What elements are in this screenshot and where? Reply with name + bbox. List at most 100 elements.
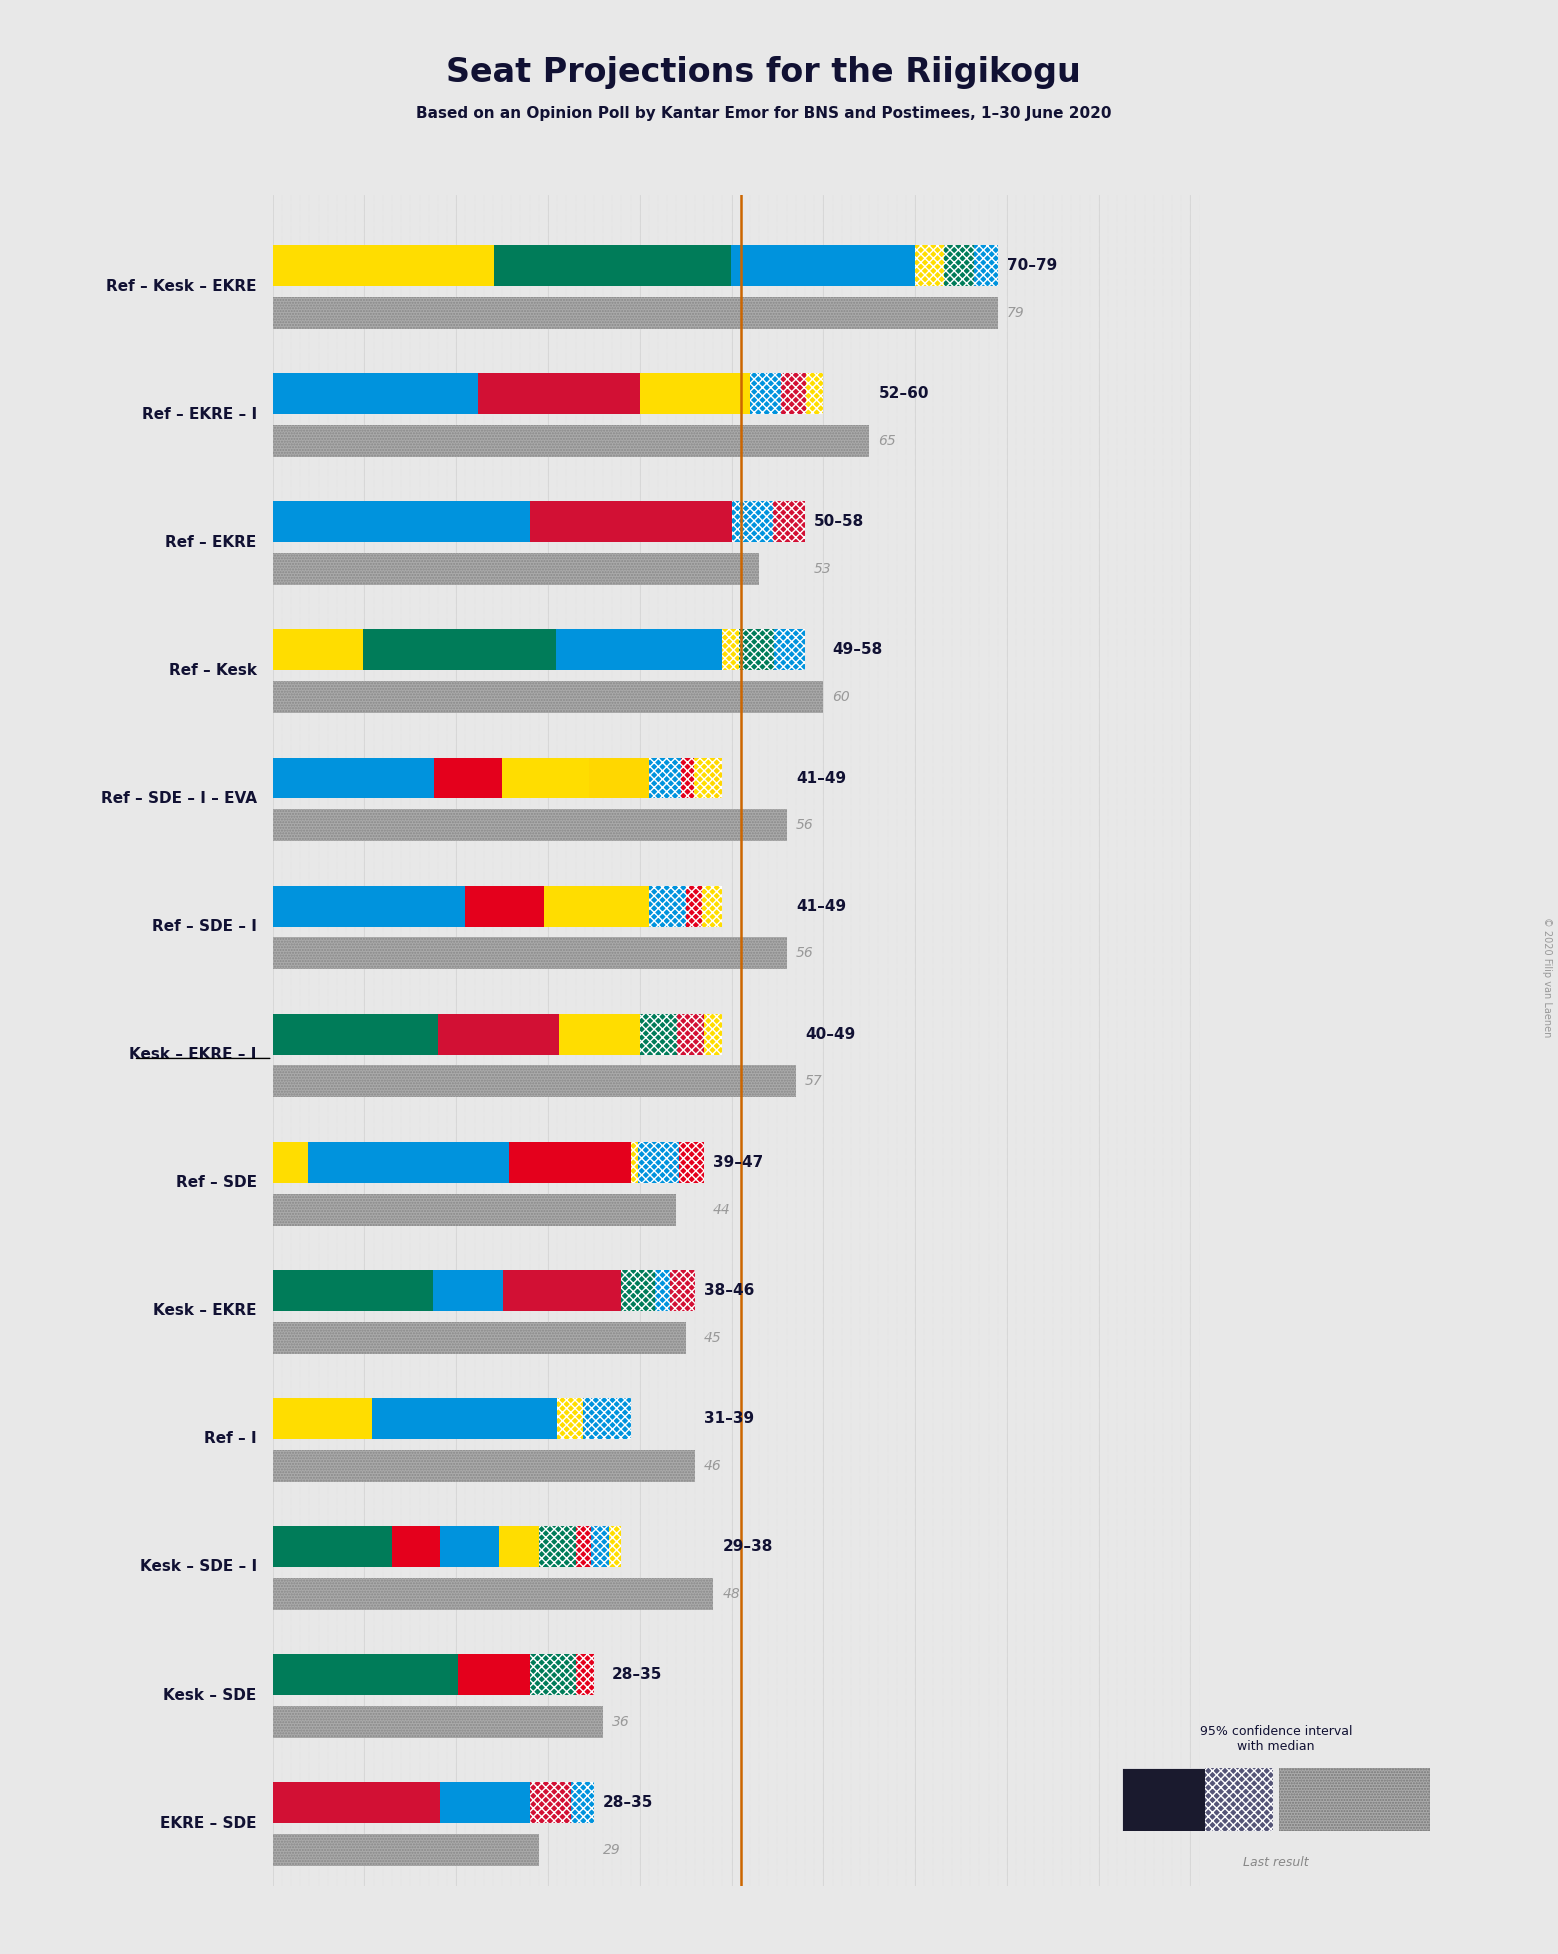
Bar	[509, 1141, 631, 1182]
Text: 79: 79	[1006, 307, 1025, 320]
Bar	[273, 682, 823, 713]
Bar	[773, 502, 805, 543]
Bar	[273, 1653, 458, 1694]
Bar	[558, 1397, 583, 1438]
Bar	[556, 629, 723, 670]
Bar	[687, 885, 701, 926]
Text: 45: 45	[704, 1331, 721, 1344]
Bar	[273, 1577, 714, 1610]
Text: 49–58: 49–58	[832, 643, 883, 657]
Bar	[530, 1782, 572, 1823]
Bar	[650, 885, 687, 926]
Text: 41–49: 41–49	[796, 770, 846, 786]
Bar	[701, 885, 723, 926]
Bar	[273, 1833, 539, 1866]
Bar	[590, 1526, 609, 1567]
Bar	[773, 502, 805, 543]
Bar	[640, 373, 749, 414]
Bar	[1204, 1768, 1273, 1831]
Text: 44: 44	[714, 1202, 731, 1217]
Bar	[273, 246, 494, 287]
Bar	[678, 1014, 704, 1055]
Bar	[273, 1065, 796, 1098]
Bar	[944, 246, 974, 287]
Bar	[749, 373, 782, 414]
Bar	[782, 373, 807, 414]
Text: Last result: Last result	[1243, 1856, 1309, 1870]
Text: 41–49: 41–49	[796, 899, 846, 914]
Bar	[273, 553, 759, 586]
Text: 65: 65	[879, 434, 896, 447]
Bar	[679, 1141, 704, 1182]
Bar	[273, 1194, 676, 1225]
Bar	[637, 1141, 679, 1182]
Bar	[539, 1526, 576, 1567]
Bar	[589, 758, 650, 799]
Bar	[273, 1014, 438, 1055]
Bar	[530, 502, 732, 543]
Bar	[915, 246, 944, 287]
Bar	[732, 502, 773, 543]
Bar	[273, 426, 869, 457]
Bar	[273, 1321, 686, 1354]
Bar	[435, 758, 502, 799]
Bar	[572, 1782, 594, 1823]
Bar	[273, 1194, 676, 1225]
Bar	[273, 938, 787, 969]
Bar	[687, 885, 701, 926]
Bar	[974, 246, 997, 287]
Bar	[273, 297, 997, 328]
Bar	[807, 373, 823, 414]
Text: 52–60: 52–60	[879, 387, 929, 401]
Bar	[273, 373, 478, 414]
Bar	[704, 1014, 723, 1055]
Bar	[670, 1270, 695, 1311]
Bar	[944, 246, 974, 287]
Bar	[731, 246, 915, 287]
Text: 29: 29	[603, 1843, 620, 1856]
Bar	[530, 1653, 576, 1694]
Bar	[273, 809, 787, 842]
Bar	[693, 758, 710, 799]
Bar	[723, 629, 738, 670]
Bar	[774, 629, 805, 670]
Bar	[273, 1782, 439, 1823]
Bar	[458, 1653, 530, 1694]
Bar	[273, 758, 435, 799]
Bar	[678, 1014, 704, 1055]
Bar	[273, 1706, 603, 1737]
Bar	[622, 1270, 656, 1311]
Bar	[530, 1782, 572, 1823]
Bar	[656, 1270, 670, 1311]
Bar	[363, 629, 556, 670]
Bar	[558, 1397, 583, 1438]
Bar	[650, 885, 687, 926]
Bar	[576, 1653, 594, 1694]
Bar	[494, 246, 731, 287]
Bar	[273, 809, 787, 842]
Bar	[438, 1014, 559, 1055]
Bar	[622, 1270, 656, 1311]
Bar	[782, 373, 807, 414]
Bar	[273, 426, 869, 457]
Text: 48: 48	[723, 1587, 740, 1600]
Bar	[774, 629, 805, 670]
Bar	[640, 1014, 678, 1055]
Bar	[273, 1321, 686, 1354]
Bar	[807, 373, 823, 414]
Text: 56: 56	[796, 819, 813, 832]
Bar	[738, 629, 774, 670]
Bar	[273, 1397, 372, 1438]
Text: 36: 36	[612, 1716, 629, 1729]
Bar	[583, 1397, 631, 1438]
Text: © 2020 Filip van Laenen: © 2020 Filip van Laenen	[1542, 916, 1552, 1038]
Bar	[478, 373, 640, 414]
Bar	[583, 1397, 631, 1438]
Bar	[723, 629, 738, 670]
Bar	[273, 1450, 695, 1481]
Text: 53: 53	[815, 563, 832, 576]
Bar	[308, 1141, 509, 1182]
Bar	[273, 553, 759, 586]
Bar	[273, 1065, 796, 1098]
Bar	[609, 1526, 622, 1567]
